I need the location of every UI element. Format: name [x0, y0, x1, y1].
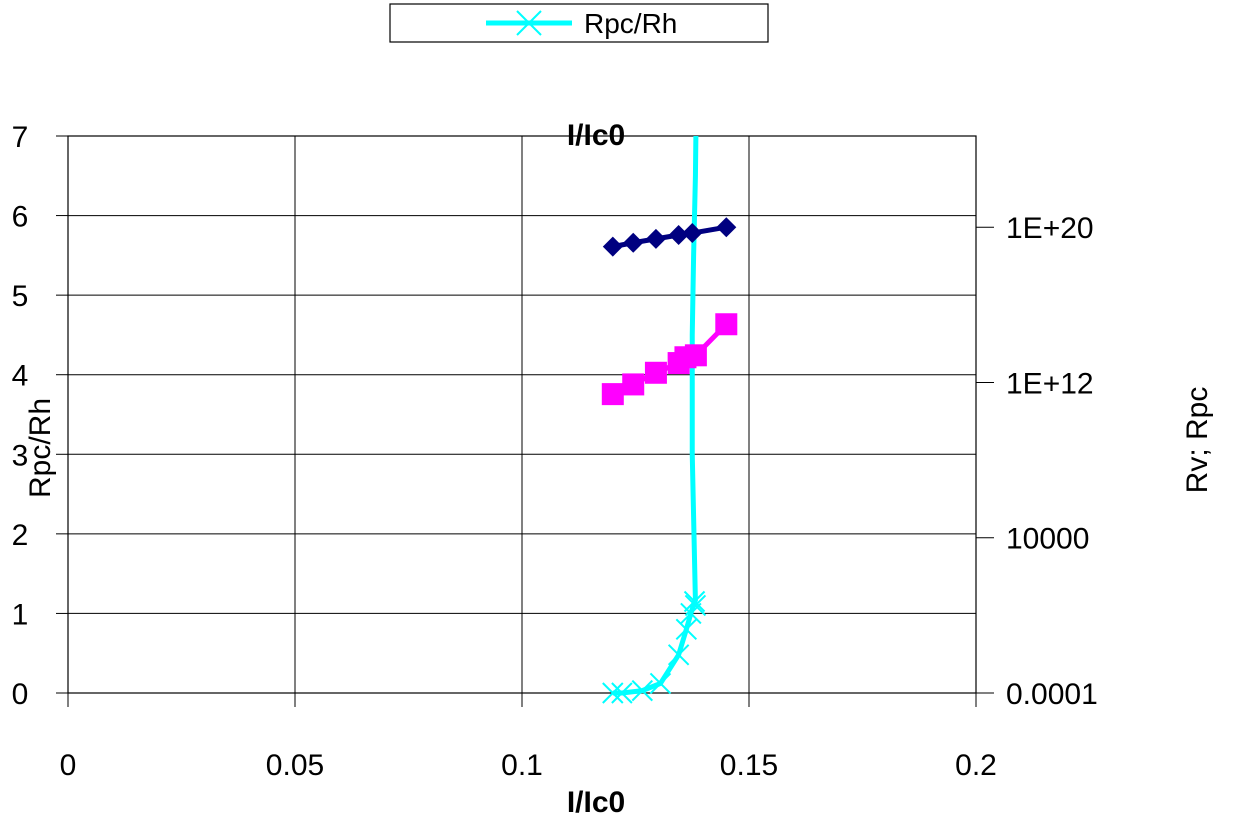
x-marker-stroke	[611, 682, 633, 704]
y-axis-title: Rpc/Rh	[24, 398, 57, 498]
x-marker	[602, 682, 624, 704]
square-marker	[601, 383, 624, 406]
y2-tick-label: 1E+12	[1006, 367, 1094, 400]
x-tick-label: 0.2	[955, 749, 997, 782]
square-marker	[684, 344, 707, 367]
y-tick-label: 5	[12, 280, 29, 313]
y-tick-label: 4	[12, 360, 29, 393]
chart-title: I/Ic0	[567, 119, 625, 152]
legend-box	[389, 3, 769, 43]
y2-axis-title: Rv; Rpc	[1181, 387, 1214, 494]
x-tick-label: 0.1	[501, 749, 543, 782]
diamond-marker	[623, 232, 644, 253]
legend-x-glyph	[516, 10, 542, 36]
x-tick-label: 0.15	[720, 749, 778, 782]
x-marker-stroke	[602, 682, 624, 704]
x-tick-label: 0	[60, 749, 77, 782]
square-marker	[644, 361, 667, 384]
series-layer	[601, 135, 738, 704]
x-marker-stroke	[675, 618, 698, 641]
series-square-series	[601, 313, 738, 406]
y-tick-label: 1	[12, 598, 29, 631]
x-marker-stroke	[683, 590, 706, 613]
x-marker	[684, 594, 707, 617]
y2-tick-label: 0.0001	[1006, 678, 1098, 711]
x-marker-stroke	[631, 679, 654, 702]
diamond-marker	[602, 236, 623, 257]
x-marker-stroke	[516, 10, 542, 36]
legend: Rpc/Rh	[389, 3, 769, 43]
x-marker-stroke	[649, 672, 672, 695]
rpc-rh-vertical-line	[689, 135, 699, 602]
x-marker	[631, 679, 654, 702]
x-tick-label: 0.05	[266, 749, 324, 782]
series-diamond-series	[602, 217, 737, 257]
grid-lines	[67, 135, 977, 694]
x-marker-stroke	[667, 644, 690, 666]
y2-tick-label: 10000	[1006, 523, 1089, 556]
legend-label-rpc-rh: Rpc/Rh	[584, 8, 677, 39]
x-marker	[667, 644, 690, 666]
x-marker	[683, 590, 706, 613]
x-marker	[675, 618, 698, 641]
square-marker	[715, 313, 738, 336]
series-rpc-rh	[602, 135, 707, 704]
x-marker	[611, 682, 633, 704]
tick-labels: 0 0.05 0.1 0.15 0.2 0 1 2 3 4 5 6 7 0.0001 10000 1E+12 1…	[12, 121, 1098, 782]
y-tick-label: 7	[12, 121, 29, 154]
x-axis-title: I/Ic0	[567, 786, 625, 816]
y-tick-label: 0	[12, 678, 29, 711]
y-tick-label: 3	[12, 439, 29, 472]
square-marker	[622, 373, 645, 396]
y2-tick-label: 1E+20	[1006, 212, 1094, 245]
y-tick-label: 2	[12, 519, 29, 552]
diamond-marker	[668, 224, 689, 245]
y-tick-label: 6	[12, 201, 29, 234]
diamond-marker	[682, 223, 703, 244]
diamond-marker	[716, 217, 737, 238]
diamond-marker	[645, 228, 666, 249]
x-marker-stroke	[684, 594, 707, 617]
legend-x-marker	[516, 10, 542, 36]
x-marker	[649, 672, 672, 695]
series-line	[612, 598, 698, 696]
